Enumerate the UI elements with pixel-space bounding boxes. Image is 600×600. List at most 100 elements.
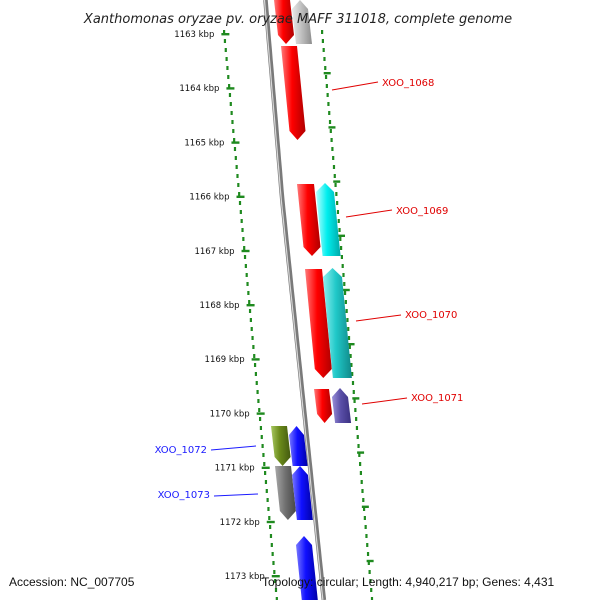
scale-dot (324, 75, 328, 79)
scale-dot (331, 147, 334, 151)
scale-dot (322, 48, 325, 52)
gene-arrow[interactable] (332, 388, 352, 423)
scale-dot (325, 84, 328, 88)
gene-arrow[interactable] (296, 536, 318, 600)
scale-dot (358, 453, 361, 457)
scale-dot (233, 138, 236, 142)
gene-label-xoo_1071[interactable]: XOO_1071 (411, 393, 463, 404)
scale-dot (357, 444, 360, 448)
scale-major-tick (261, 466, 270, 469)
scale-major-tick (357, 451, 365, 454)
scale-dot (259, 426, 263, 430)
scale-major-tick (256, 412, 265, 415)
gene-label-xoo_1070[interactable]: XOO_1070 (405, 310, 457, 321)
scale-major-tick (226, 87, 235, 90)
scale-dot (258, 417, 262, 421)
scale-dot (326, 93, 329, 97)
gene-xoo_1068[interactable] (281, 46, 306, 140)
gene-label-xoo_1069[interactable]: XOO_1069 (396, 206, 448, 217)
scale-dot (257, 399, 260, 403)
scale-dot (324, 66, 327, 70)
scale-dot (339, 237, 342, 241)
gene-track (271, 0, 352, 600)
scale-major-tick (328, 126, 336, 129)
gene-labels: XOO_1068 XOO_1069 XOO_1070 XOO_1071 XOO_1072… (155, 78, 464, 501)
scale-dot (343, 282, 346, 286)
scale-dot (275, 597, 278, 600)
scale-dot (244, 264, 247, 268)
scale-dot (248, 309, 252, 313)
scale-track: 1163 kbp 1164 kbp 1165 kbp 1166 kbp 1167 kbp… (174, 30, 374, 600)
scale-major-tick (342, 288, 350, 292)
scale-dot (272, 561, 275, 565)
scale-tick-label: 1170 kbp (210, 409, 250, 419)
scale-dot (253, 354, 256, 358)
scale-dot (250, 327, 253, 331)
scale-dot (247, 291, 250, 295)
scale-dot (337, 219, 340, 223)
scale-dot (328, 120, 332, 124)
gene-arrow[interactable] (292, 466, 313, 520)
scale-dot (340, 255, 343, 259)
gene-xoo_1072[interactable] (271, 426, 291, 466)
backbone-highlight (263, 0, 324, 600)
accession-text: Accession: NC_007705 (9, 575, 135, 589)
scale-dot (345, 309, 348, 313)
scale-dot (245, 273, 248, 277)
scale-dot (367, 561, 370, 565)
scale-major-tick (333, 180, 341, 183)
scale-major-tick (241, 249, 250, 253)
scale-dot (274, 588, 278, 592)
label-leader-line (210, 445, 257, 451)
gene-arrow[interactable] (292, 0, 312, 44)
scale-dot (274, 579, 277, 583)
scale-dot (269, 534, 273, 538)
scale-major-tick (221, 33, 230, 36)
scale-dot (269, 525, 272, 529)
scale-dot (359, 471, 363, 475)
scale-dot (262, 453, 265, 457)
scale-dot (264, 480, 268, 484)
scale-tick-label: 1167 kbp (194, 247, 234, 257)
scale-dot (228, 84, 231, 88)
scale-dot (327, 102, 330, 106)
scale-major-tick (266, 520, 275, 524)
scale-dot (364, 525, 367, 529)
scale-dot (348, 345, 351, 349)
label-leader-line (331, 81, 379, 91)
gene-xoo_1069[interactable] (297, 184, 321, 256)
label-leader-line (355, 314, 402, 322)
map-title: Xanthomonas oryzae pv. oryzae MAFF 31101… (83, 12, 512, 27)
scale-dot (328, 111, 331, 115)
scale-dot (255, 381, 258, 385)
scale-major-tick (338, 234, 346, 237)
gene-label-xoo_1073[interactable]: XOO_1073 (158, 490, 210, 501)
scale-major-tick (361, 505, 369, 508)
gene-arrow[interactable] (274, 0, 294, 44)
scale-major-tick (246, 304, 255, 307)
label-leader-line (361, 397, 408, 405)
scale-dot (332, 156, 335, 160)
scale-dot (341, 264, 344, 268)
scale-dot (264, 471, 267, 475)
scale-dot (360, 480, 363, 484)
scale-dot (256, 390, 259, 394)
gene-arrow[interactable] (323, 268, 352, 378)
gene-arrow[interactable] (316, 183, 341, 256)
scale-dot (254, 372, 258, 376)
scale-dot (362, 507, 366, 511)
scale-tick-label: 1168 kbp (200, 301, 240, 311)
scale-dot (237, 183, 240, 187)
gene-label-xoo_1068[interactable]: XOO_1068 (382, 78, 434, 89)
gene-xoo_1070[interactable] (305, 269, 332, 378)
scale-dot (332, 165, 336, 169)
gene-label-xoo_1072[interactable]: XOO_1072 (155, 445, 207, 456)
gene-arrow[interactable] (289, 426, 308, 466)
gene-xoo_1071[interactable] (314, 389, 333, 423)
scale-major-tick (323, 72, 331, 75)
gene-xoo_1073[interactable] (275, 466, 296, 520)
scale-dot (224, 48, 227, 52)
scale-major-tick (271, 575, 280, 578)
scale-dot (350, 363, 353, 367)
